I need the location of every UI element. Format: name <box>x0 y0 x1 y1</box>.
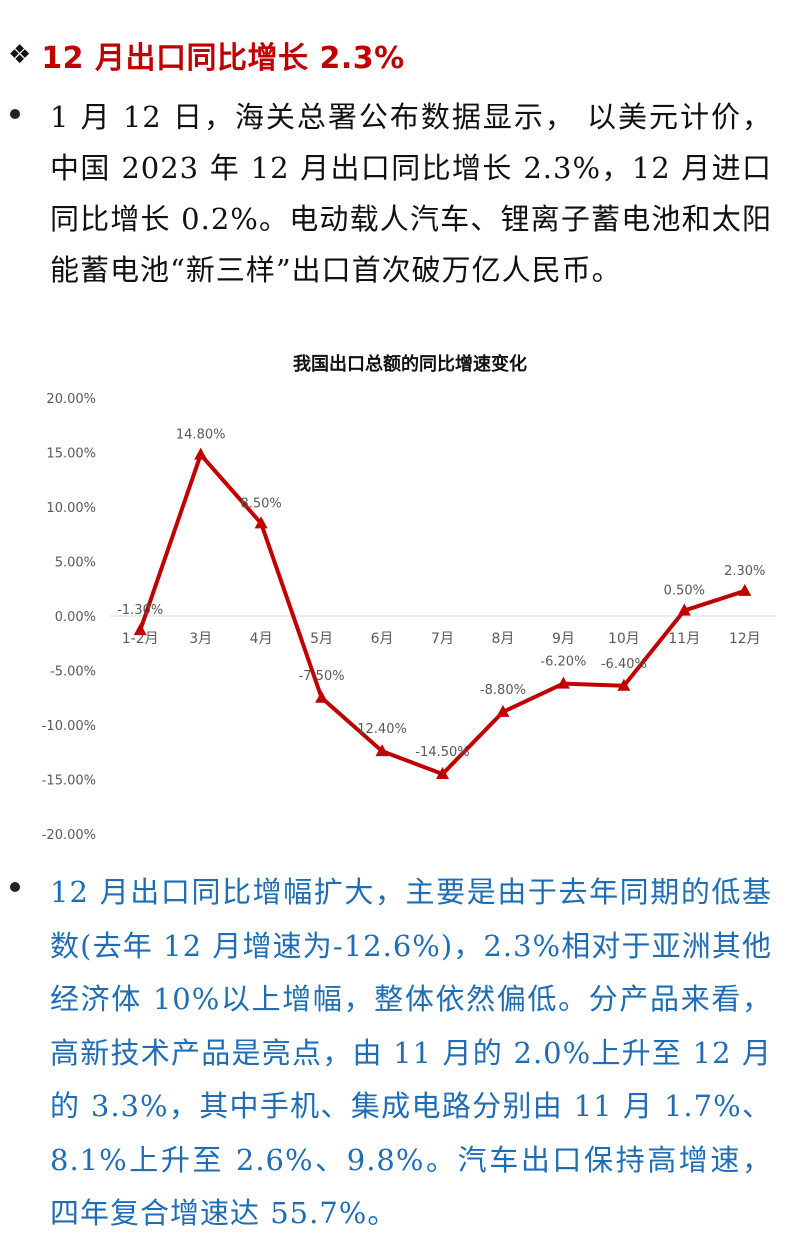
chart-svg: 我国出口总额的同比增速变化 20.00% 15.00% 10.00% 5.00% 0.0… <box>42 353 775 843</box>
data-label: -8.80% <box>480 683 526 698</box>
x-tick-label: 10月 <box>608 631 640 647</box>
y-tick-label: 20.00% <box>46 392 96 407</box>
x-tick-label: 5月 <box>310 631 333 647</box>
x-axis-ticks: 1-2月 3月 4月 5月 6月 7月 8月 9月 10月 11月 12月 <box>122 631 761 647</box>
data-label: 2.30% <box>724 564 765 579</box>
data-point-marker <box>617 678 631 691</box>
y-tick-label: -10.00% <box>42 719 96 734</box>
section-heading: ❖ 12 月出口同比增长 2.3% <box>8 30 405 80</box>
data-point-marker <box>254 516 268 529</box>
data-point-marker <box>556 676 570 689</box>
y-tick-label: -20.00% <box>42 828 96 843</box>
data-point-marker <box>315 690 329 703</box>
x-tick-label: 6月 <box>371 631 394 647</box>
data-point-marker <box>133 623 147 636</box>
y-tick-label: -15.00% <box>42 774 96 789</box>
paragraph-analysis: 12 月出口同比增幅扩大，主要是由于去年同期的低基数(去年 12 月增速为-12… <box>50 875 772 1230</box>
y-axis-ticks: 20.00% 15.00% 10.00% 5.00% 0.00% -5.00% -10.00… <box>42 392 96 843</box>
data-point-marker <box>436 767 449 780</box>
data-label: 12.40% <box>357 722 407 737</box>
x-tick-label: 7月 <box>431 631 454 647</box>
bullet-icon <box>10 109 20 119</box>
y-tick-label: 0.00% <box>55 610 96 625</box>
x-tick-label: 9月 <box>552 631 575 647</box>
y-tick-label: 10.00% <box>46 501 96 516</box>
x-tick-label: 8月 <box>491 631 514 647</box>
x-tick-label: 3月 <box>189 631 212 647</box>
data-point-marker <box>375 744 389 757</box>
x-tick-label: 4月 <box>250 631 273 647</box>
data-label: 14.80% <box>176 428 226 443</box>
data-label: 0.50% <box>664 584 705 599</box>
export-growth-chart: 我国出口总额的同比增速变化 20.00% 15.00% 10.00% 5.00% 0.0… <box>0 340 789 850</box>
series-line <box>138 452 746 777</box>
data-label: -6.20% <box>540 655 586 670</box>
bullet-icon <box>10 882 20 892</box>
y-tick-label: 5.00% <box>55 556 96 571</box>
paragraph-export-data: 1 月 12 日，海关总署公布数据显示， 以美元计价，中国 2023 年 12 … <box>50 100 772 287</box>
section-title: 12 月出口同比增长 2.3% <box>41 41 405 76</box>
x-tick-label: 11月 <box>668 631 700 647</box>
data-label: 8.50% <box>240 496 281 511</box>
y-tick-label: -5.00% <box>50 665 96 680</box>
data-point-marker <box>194 447 208 460</box>
data-point-marker <box>738 583 752 596</box>
data-label: -6.40% <box>601 657 647 672</box>
chart-title: 我国出口总额的同比增速变化 <box>293 353 527 375</box>
data-point-marker <box>496 704 510 717</box>
series-markers <box>133 447 752 780</box>
data-label: -1.30% <box>117 603 163 618</box>
x-tick-label: 1-2月 <box>122 631 159 647</box>
y-tick-label: 15.00% <box>46 447 96 462</box>
data-point-marker <box>677 603 691 616</box>
four-diamond-bullet-icon: ❖ <box>8 40 32 70</box>
data-label: -14.50% <box>415 745 469 760</box>
data-labels: -1.30% 14.80% 8.50% -7.50% 12.40% -14.50% -8.8… <box>117 428 765 760</box>
data-label: -7.50% <box>299 669 345 684</box>
x-tick-label: 12月 <box>729 631 761 647</box>
